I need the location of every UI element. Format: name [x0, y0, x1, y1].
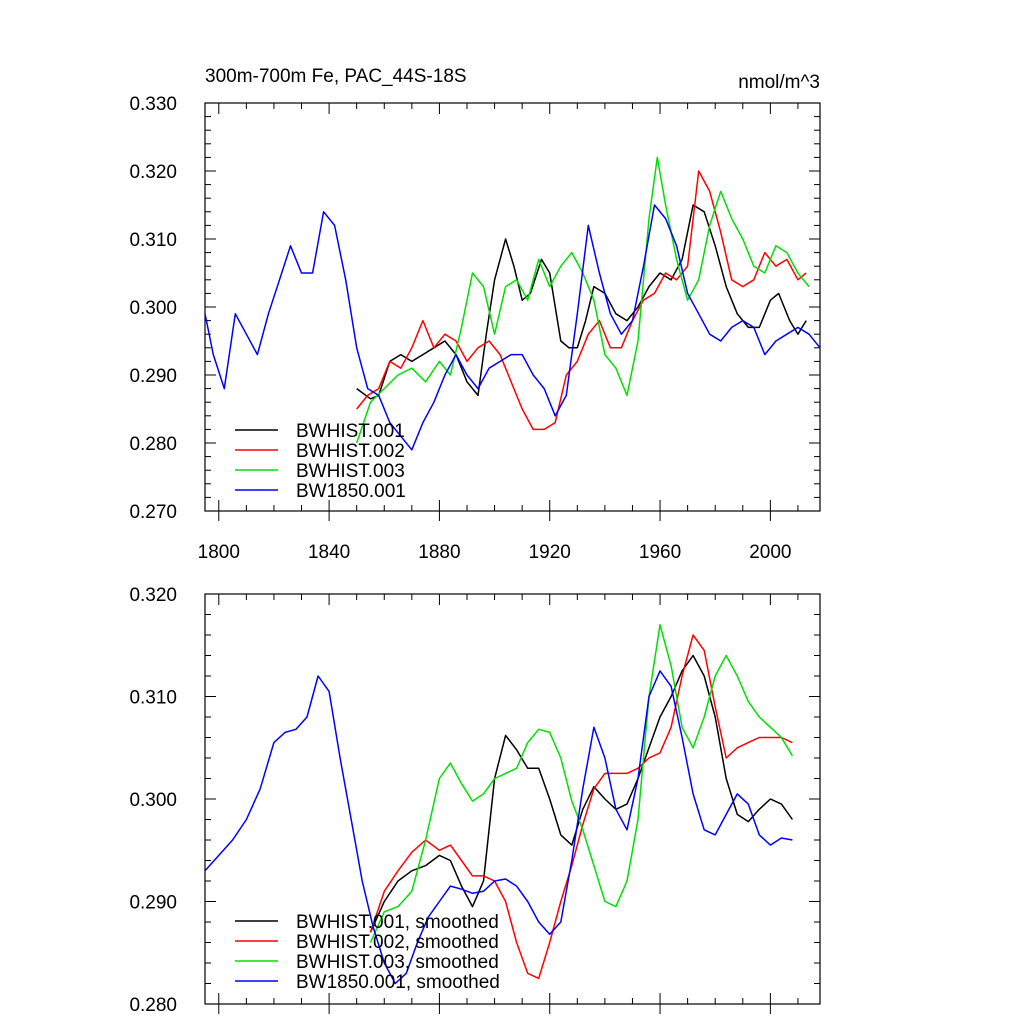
- series-line-bwhist-001: [356, 204, 807, 400]
- y-tick-label: 0.300: [129, 298, 177, 319]
- x-tick-label: 1960: [639, 542, 681, 563]
- series-line-bwhist-003-smoothed: [369, 624, 794, 943]
- bottom-panel: 0.280 0.290 0.300 0.310 0.320 BWHIST.001, smo…: [129, 585, 821, 1016]
- y-tick-label: 0.320: [129, 162, 177, 183]
- x-tick-label: 2000: [749, 542, 791, 563]
- series-line-bwhist-002-smoothed: [369, 634, 793, 980]
- series-line-bwhist-001-smoothed: [369, 654, 794, 933]
- x-tick-label: 1880: [418, 542, 460, 563]
- series-line-bw1850-001: [205, 204, 820, 451]
- y-tick-label: 0.290: [129, 893, 177, 914]
- y-tick-label: 0.280: [129, 434, 177, 455]
- y-tick-label: 0.320: [129, 585, 177, 606]
- top-panel: 300m-700m Fe, PAC_44S-18S nmol/m^3 0.270…: [129, 66, 821, 563]
- y-tick-label: 0.300: [129, 790, 177, 811]
- series-line-bw1850-001-smoothed: [205, 670, 793, 985]
- top-panel-units: nmol/m^3: [738, 72, 820, 93]
- legend-label: BWHIST.003, smoothed: [296, 952, 499, 973]
- y-tick-label: 0.310: [129, 688, 177, 709]
- legend-label: BWHIST.003: [296, 461, 405, 482]
- legend-label: BW1850.001: [296, 481, 406, 502]
- legend-label: BWHIST.001, smoothed: [296, 912, 499, 933]
- y-tick-label: 0.330: [129, 94, 177, 115]
- x-tick-label: 1840: [308, 542, 350, 563]
- y-tick-label: 0.280: [129, 995, 177, 1016]
- x-tick-label: 1800: [198, 542, 240, 563]
- legend-label: BW1850.001, smoothed: [296, 972, 500, 993]
- series-line-bwhist-003: [355, 156, 810, 444]
- x-tick-label: 1920: [529, 542, 571, 563]
- y-tick-label: 0.290: [129, 366, 177, 387]
- series-line-bwhist-002: [356, 170, 807, 431]
- y-tick-label: 0.270: [129, 502, 177, 523]
- y-tick-label: 0.310: [129, 230, 177, 251]
- legend-label: BWHIST.001: [296, 421, 405, 442]
- legend-label: BWHIST.002: [296, 441, 405, 462]
- legend-label: BWHIST.002, smoothed: [296, 932, 499, 953]
- top-panel-title: 300m-700m Fe, PAC_44S-18S: [205, 66, 467, 87]
